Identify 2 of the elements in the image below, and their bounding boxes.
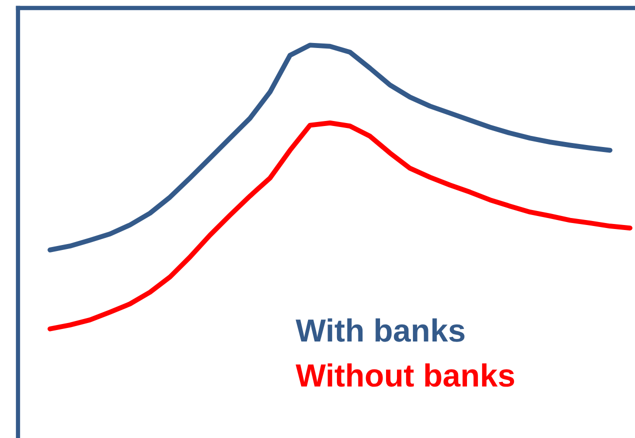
text: With banks xyxy=(296,318,464,342)
text: Without banks xyxy=(296,363,514,387)
